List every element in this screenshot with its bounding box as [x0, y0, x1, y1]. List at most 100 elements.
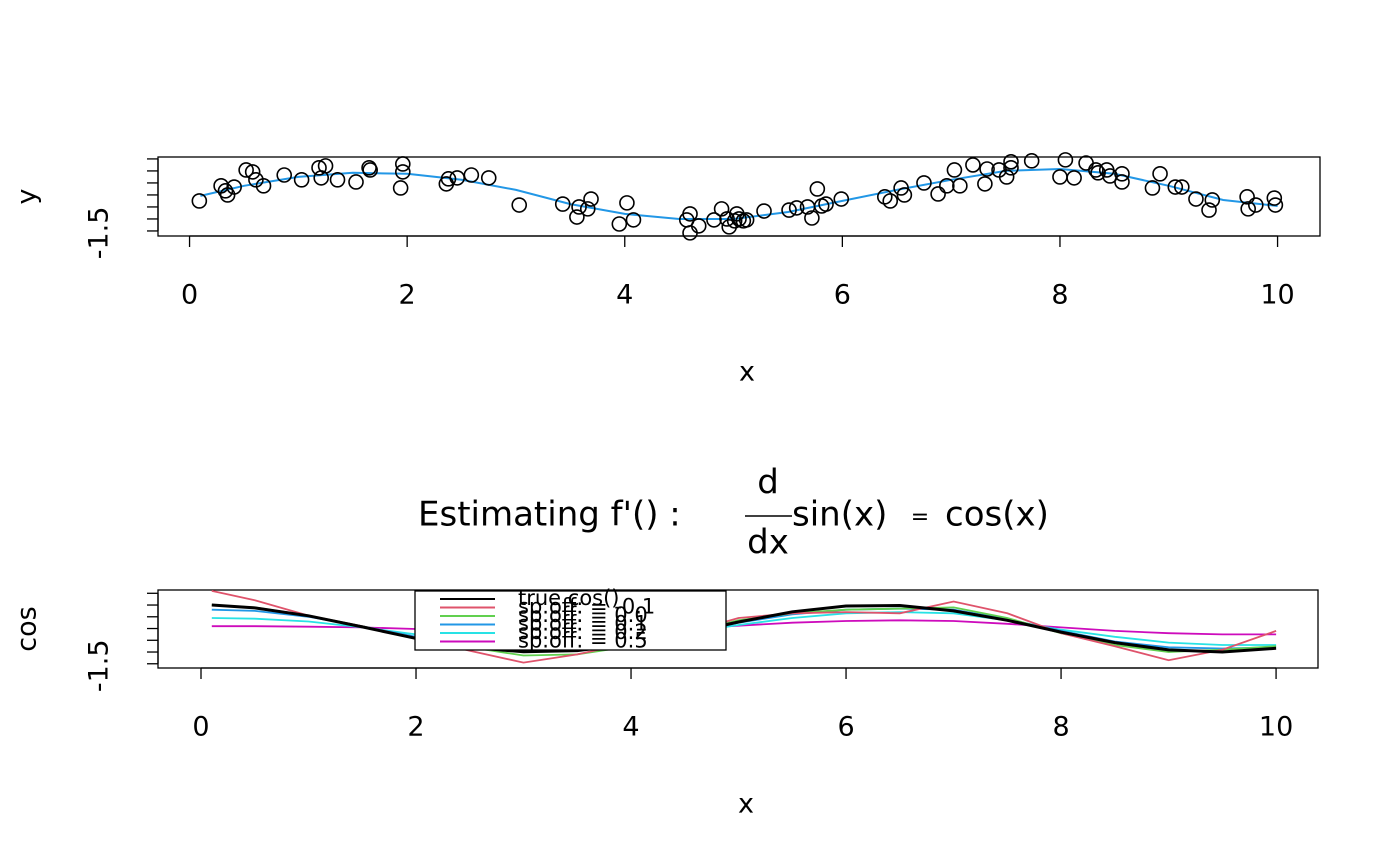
data-point [395, 156, 411, 172]
data-point [719, 211, 735, 227]
data-point [682, 206, 698, 222]
data-point [946, 162, 963, 178]
data-point [619, 195, 635, 211]
data-point [1167, 179, 1184, 195]
data-point [965, 157, 981, 173]
data-point [1188, 191, 1204, 207]
legend-label: sp.off: = 0.0 [518, 603, 648, 627]
data-point [1144, 180, 1161, 196]
series-line [211, 590, 1277, 664]
x-tick-label: 4 [616, 280, 633, 311]
title-text: cos(x) [945, 495, 1049, 535]
data-point [583, 191, 599, 207]
data-point [1114, 174, 1130, 190]
x-tick-label: 6 [837, 712, 854, 743]
data-point [1239, 189, 1255, 205]
data-point [463, 167, 480, 183]
title-text: sin(x) [792, 495, 887, 535]
y-tick-label: -1.5 [84, 639, 115, 692]
data-point [682, 225, 698, 241]
y-axis-label: cos [12, 606, 43, 651]
data-point [1114, 166, 1130, 182]
data-point [511, 197, 528, 213]
data-point [293, 172, 310, 188]
x-tick-label: 10 [1260, 280, 1294, 311]
data-point [625, 212, 642, 228]
series-line [211, 603, 1277, 654]
data-point [1267, 197, 1284, 213]
data-point [569, 209, 585, 225]
legend-label: sp.off: = 0.1 [518, 612, 648, 636]
data-point [480, 170, 497, 186]
title-text: = [911, 505, 929, 530]
title-denominator: dx [747, 523, 789, 563]
data-point [998, 169, 1015, 185]
legend-box [414, 590, 727, 651]
plot-box [157, 589, 1319, 669]
x-tick-label: 0 [181, 280, 198, 311]
data-point [244, 164, 261, 180]
data-point [738, 212, 755, 228]
data-point [238, 162, 254, 178]
data-point [1090, 165, 1106, 181]
data-point [896, 187, 913, 203]
data-point [788, 200, 805, 216]
data-point [939, 178, 955, 194]
data-point [916, 175, 932, 191]
x-axis-label: x [738, 789, 754, 820]
title-numerator: d [757, 463, 779, 503]
data-point [191, 193, 208, 209]
title-text: Estimating f'() : [418, 495, 681, 535]
x-tick-label: 0 [192, 712, 209, 743]
data-point [1248, 197, 1264, 213]
data-point [690, 218, 707, 234]
legend-label: true cos() [518, 586, 620, 610]
data-point [1152, 166, 1168, 182]
data-point [721, 219, 738, 235]
data-point [1023, 153, 1040, 169]
data-point [440, 171, 457, 187]
data-point [1078, 155, 1094, 171]
x-tick-label: 4 [622, 712, 639, 743]
data-point [571, 199, 587, 215]
data-point [362, 162, 378, 178]
x-tick-label: 2 [407, 712, 424, 743]
data-point [756, 203, 772, 219]
data-point [876, 189, 893, 205]
data-point [1057, 152, 1074, 168]
data-point [979, 161, 995, 177]
data-point [579, 201, 596, 217]
data-point [395, 164, 411, 180]
data-point [226, 179, 242, 195]
data-point [818, 196, 834, 212]
x-tick-label: 2 [399, 280, 416, 311]
data-point [554, 196, 571, 212]
legend-label: sp.off: = -0.1 [518, 595, 655, 619]
data-point [1088, 162, 1104, 178]
x-axis-label: x [739, 357, 755, 388]
data-point [255, 178, 272, 194]
data-point [977, 176, 993, 192]
data-point [706, 212, 722, 228]
data-point [930, 186, 946, 202]
x-tick-label: 8 [1051, 280, 1068, 311]
legend: true cos()sp.off: = -0.1sp.off: = 0.0sp.… [414, 586, 727, 653]
data-point [311, 160, 327, 176]
data-point [1052, 169, 1068, 185]
data-point [1174, 179, 1190, 195]
data-point [833, 191, 850, 207]
data-point [1204, 192, 1221, 208]
data-point [1003, 160, 1019, 176]
y-axis-label: y [12, 188, 43, 204]
data-point [329, 172, 346, 188]
data-point [348, 174, 364, 190]
data-point [611, 216, 628, 232]
data-point [893, 180, 909, 196]
data-point [1066, 170, 1082, 186]
data-point [1003, 154, 1019, 170]
data-point [317, 158, 334, 174]
legend-label: sp.off: = 0.2 [518, 620, 648, 644]
data-point [781, 202, 797, 218]
data-point [392, 180, 409, 196]
